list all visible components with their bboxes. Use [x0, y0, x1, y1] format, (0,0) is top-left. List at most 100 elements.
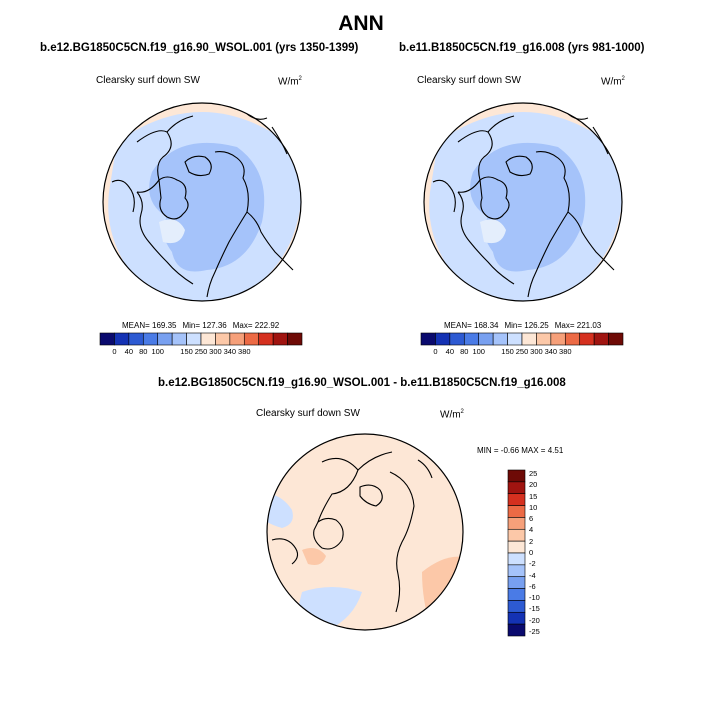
panel2-colorbar-tick-label: 80 [460, 347, 469, 356]
panel3-colorbar-tick-label: 20 [529, 480, 538, 490]
panel1-colorbar-tick-label: 100 [151, 347, 164, 356]
panel1-colorbar-swatch [272, 332, 288, 346]
panel3-colorbar-swatch [507, 564, 526, 578]
panel2-colorbar-swatch [492, 332, 508, 346]
page-title: ANN [338, 12, 384, 35]
panel3-colorbar-tick-label: 2 [529, 536, 534, 546]
panel2-colorbar [420, 332, 624, 346]
panel3-colorbar-ticks: 25 20 15 10 6 4 2 0 -2 -4 -6 -10 -15 -20 -25 [529, 469, 559, 636]
panel3-colorbar-swatch [507, 540, 526, 554]
panel3-colorbar [507, 469, 526, 637]
map3-outer-field [267, 434, 463, 630]
panel1-colorbar-tick-label: 80 [139, 347, 148, 356]
panel1-colorbar-swatch [229, 332, 245, 346]
panel3-colorbar-tick-label: -4 [529, 570, 536, 580]
panel2-colorbar-swatch [449, 332, 465, 346]
panel2-stats: MEAN= 168.34 Min= 126.25 Max= 221.03 [444, 321, 601, 330]
panel2-min: Min= 126.25 [504, 321, 549, 330]
panel1-colorbar-swatch [157, 332, 173, 346]
panel3-colorbar-tick-label: 10 [529, 502, 538, 512]
panel2-mean: MEAN= 168.34 [444, 321, 499, 330]
panel1-colorbar-swatch [200, 332, 216, 346]
panel2-colorbar-swatch [593, 332, 609, 346]
panel2-colorbar-tick-label: 380 [559, 347, 572, 356]
panel3-colorbar-tick-label: 6 [529, 514, 534, 524]
map3-warm-patch-greenland [302, 548, 326, 565]
panel3-colorbar-tick-label: 4 [529, 525, 534, 535]
panel1-colorbar-tick-label: 250 [194, 347, 208, 356]
panel2-colorbar-swatch [564, 332, 581, 346]
panel1-variable-label: Clearsky surf down SW [96, 75, 200, 86]
panel2-colorbar-ticks: 0 40 80 100 150 250 300 340 380 [421, 347, 623, 357]
map2-coastlines [432, 113, 615, 298]
panel3-colorbar-swatch [507, 600, 526, 613]
panel3-colorbar-swatch [507, 481, 526, 495]
panel2-variable-label: Clearsky surf down SW [417, 75, 521, 86]
panel2-colorbar-swatch [550, 332, 566, 346]
panel1-colorbar-tick-label: 380 [238, 347, 251, 356]
panel2-colorbar-tick-label: 40 [445, 347, 455, 356]
panel1-colorbar-swatch [114, 332, 130, 346]
panel1-colorbar-swatch [186, 332, 202, 346]
map3-boundary [266, 433, 464, 631]
panel2-colorbar-tick-label: 0 [433, 347, 438, 356]
map1-field-pale-patch [159, 219, 185, 244]
panel3-colorbar-tick-label: 15 [529, 491, 538, 501]
panel1-stats: MEAN= 169.35 Min= 127.36 Max= 222.92 [122, 321, 279, 330]
panel2-colorbar-tick-label: 100 [472, 347, 485, 356]
panel2-colorbar-tick-label: 150 [501, 347, 514, 356]
panel3-colorbar-tick-label: -25 [529, 627, 540, 636]
panel1-colorbar [99, 332, 303, 346]
panel2-colorbar-swatch [579, 332, 595, 346]
panel3-diff-title: b.e12.BG1850C5CN.f19_g16.90_WSOL.001 - b… [158, 377, 566, 389]
panel2-colorbar-swatch [435, 332, 451, 346]
panel2-colorbar-tick-label: 300 [530, 347, 543, 356]
panel3-colorbar-swatch [507, 552, 526, 566]
panel2-colorbar-swatch [507, 332, 523, 346]
panel3-colorbar-tick-label: 0 [529, 548, 534, 557]
panel3-colorbar-swatch [507, 576, 526, 589]
panel3-variable-label: Clearsky surf down SW [256, 408, 360, 419]
panel3-colorbar-swatch [507, 505, 526, 518]
panel3-colorbar-swatch [507, 469, 526, 483]
panel2-colorbar-tick-label: 340 [544, 347, 558, 356]
panel1-units-label: W/m2 [278, 76, 302, 88]
panel2-units-label: W/m2 [601, 76, 625, 88]
panel2-colorbar-swatch [536, 332, 552, 346]
panel3-colorbar-tick-label: -10 [529, 593, 540, 603]
panel1-colorbar-tick-label: 300 [209, 347, 222, 356]
panel2-colorbar-swatch [420, 332, 436, 346]
panel3-colorbar-swatch [507, 623, 526, 637]
panel3-colorbar-tick-label: -20 [529, 615, 540, 625]
panel1-case-title: b.e12.BG1850C5CN.f19_g16.90_WSOL.001 (yr… [40, 42, 359, 54]
map2-field-pale-patch [480, 219, 506, 244]
panel1-min: Min= 127.36 [182, 321, 227, 330]
polar-map-panel3 [266, 433, 464, 631]
panel3-units-label: W/m2 [440, 409, 464, 421]
map3-coastlines [271, 451, 433, 613]
panel3-minmax: MIN = -0.66 MAX = 4.51 [477, 446, 564, 455]
panel2-colorbar-swatch [521, 332, 537, 346]
panel2-colorbar-swatch [608, 332, 624, 346]
panel3-colorbar-swatch [507, 493, 526, 506]
panel2-colorbar-tick-label: 250 [515, 347, 529, 356]
map2-boundary [423, 102, 623, 302]
panel1-colorbar-swatch [171, 332, 187, 346]
panel1-colorbar-swatch [287, 332, 303, 346]
panel3-colorbar-tick-label: 25 [529, 469, 538, 478]
polar-map-panel1 [102, 102, 302, 302]
panel2-colorbar-swatch [478, 332, 494, 346]
polar-map-panel2 [423, 102, 623, 302]
panel1-colorbar-tick-label: 150 [180, 347, 193, 356]
map1-boundary [102, 102, 302, 302]
panel1-colorbar-swatch [99, 332, 115, 346]
panel3-colorbar-swatch [507, 588, 526, 601]
panel1-colorbar-swatch [215, 332, 231, 346]
panel1-colorbar-tick-label: 40 [124, 347, 134, 356]
panel1-max: Max= 222.92 [232, 321, 280, 330]
panel3-colorbar-swatch [507, 611, 526, 625]
panel1-colorbar-ticks: 0 40 80 100 150 250 300 340 380 [100, 347, 302, 357]
panel1-mean: MEAN= 169.35 [122, 321, 177, 330]
panel1-colorbar-tick-label: 340 [223, 347, 237, 356]
panel1-colorbar-swatch [142, 332, 159, 346]
